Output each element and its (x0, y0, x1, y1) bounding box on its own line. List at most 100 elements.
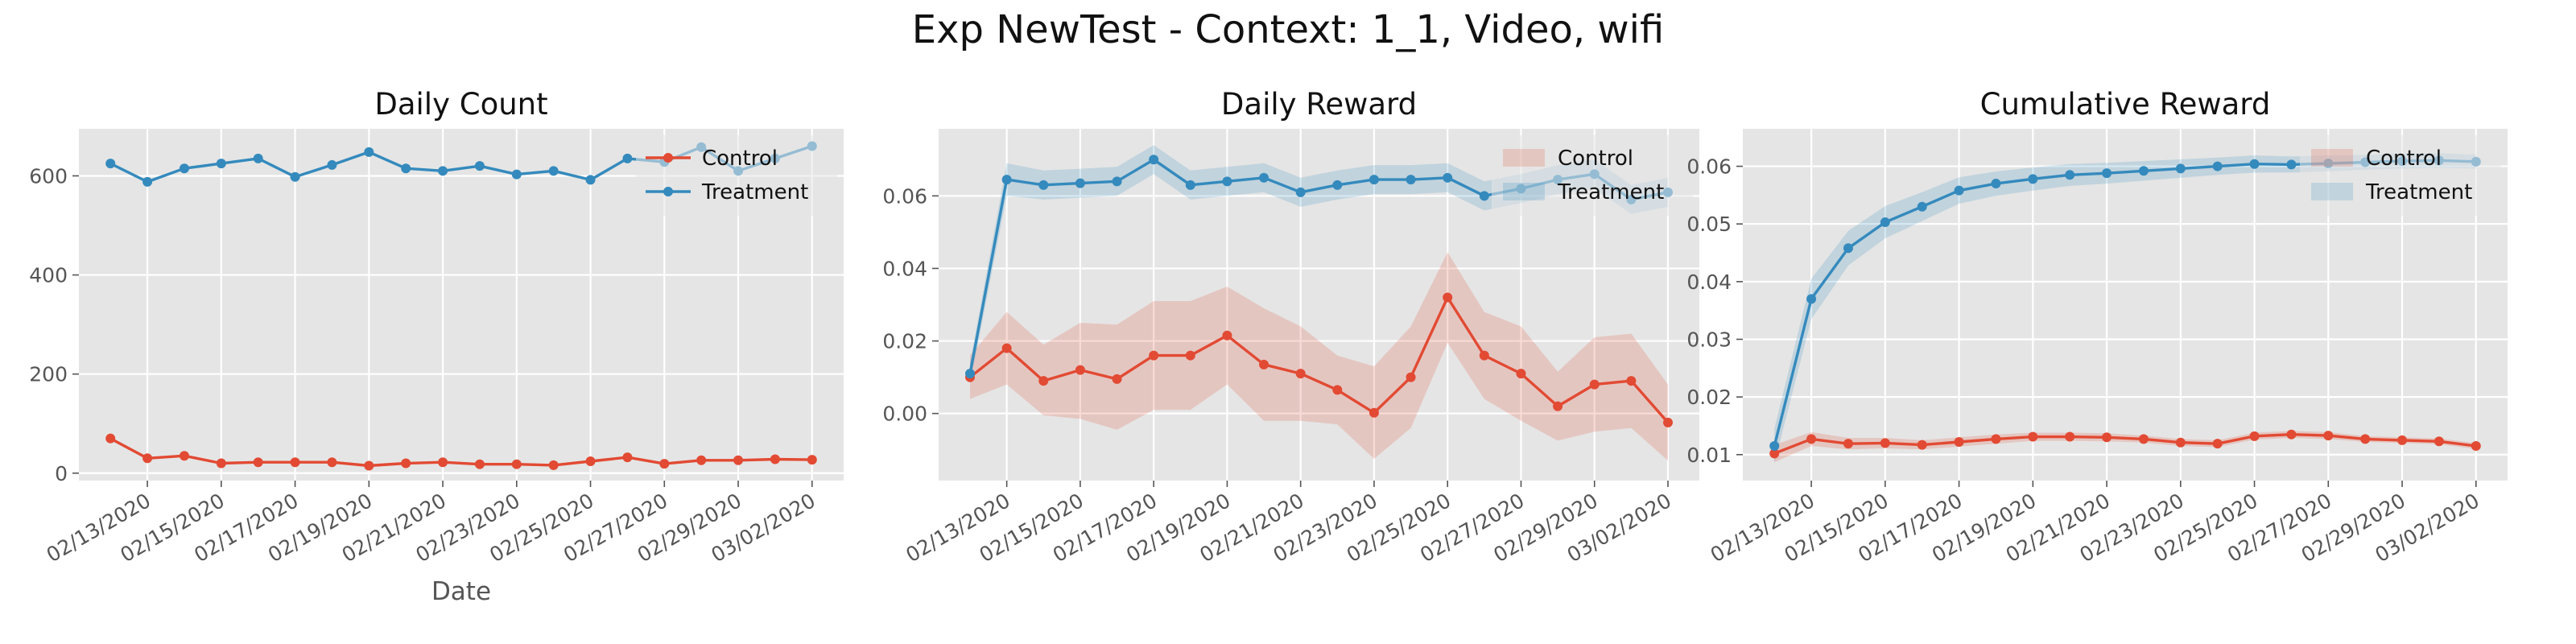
data-point-control (548, 460, 559, 470)
data-point-control (585, 456, 596, 466)
y-tick-label: 0.05 (1686, 213, 1732, 236)
y-tick-label: 0.02 (882, 330, 927, 353)
legend-box (636, 135, 837, 216)
data-point-control (179, 451, 189, 461)
data-point-treatment (1880, 217, 1890, 228)
data-point-treatment (1295, 187, 1306, 197)
data-point-treatment (1112, 176, 1122, 187)
data-point-control (1001, 343, 1012, 353)
chart-panel-1: Daily Count020040060002/13/202002/15/202… (29, 87, 844, 606)
data-point-control (659, 459, 670, 469)
data-point-control (253, 457, 263, 468)
data-point-treatment (1769, 441, 1780, 452)
data-point-treatment (2175, 163, 2186, 174)
legend-swatch-treatment (2311, 183, 2353, 200)
figure-title: Exp NewTest - Context: 1_1, Video, wifi (911, 7, 1665, 52)
data-point-control (1991, 434, 2001, 444)
data-point-treatment (327, 159, 337, 170)
data-point-control (1075, 365, 1085, 375)
data-point-treatment (965, 369, 976, 379)
data-point-control (1038, 376, 1049, 386)
panel-title: Daily Reward (1221, 87, 1417, 122)
y-tick-label: 0.06 (1686, 155, 1732, 179)
data-point-control (622, 452, 633, 463)
data-point-control (474, 459, 485, 469)
y-tick-label: 0.03 (1686, 328, 1732, 351)
data-point-control (770, 454, 780, 464)
legend-label-control: Control (702, 147, 778, 171)
data-point-control (1332, 385, 1343, 395)
chart-panel-3: Cumulative Reward 0.01 0.02 0.03 0.04 0.05 0.0… (1686, 87, 2508, 567)
data-point-treatment (2028, 174, 2038, 184)
data-point-treatment (179, 163, 189, 174)
data-point-control (511, 459, 522, 469)
legend-label-treatment: Treatment (2365, 180, 2472, 204)
data-point-treatment (474, 161, 485, 171)
data-point-treatment (1479, 191, 1489, 201)
data-point-control (142, 453, 153, 464)
data-point-control (327, 457, 337, 468)
data-point-treatment (290, 171, 300, 182)
data-point-control (364, 460, 374, 471)
legend-swatch-control (1503, 149, 1545, 167)
series-line-control (109, 437, 812, 468)
legend-box (2300, 135, 2501, 216)
confidence-band-control (1774, 431, 2476, 463)
legend-swatch-treatment (1503, 183, 1545, 200)
legend-label-treatment: Treatment (701, 180, 808, 204)
y-tick-label: 0.04 (1686, 270, 1732, 294)
data-point-control (1880, 438, 1890, 448)
panel-title: Daily Count (374, 87, 547, 122)
y-tick-label: 200 (29, 363, 68, 386)
data-point-treatment (1332, 180, 1343, 190)
data-point-control (1769, 448, 1780, 459)
data-point-control (401, 458, 411, 469)
data-point-treatment (438, 166, 448, 176)
data-point-control (2212, 439, 2223, 449)
data-point-treatment (1259, 172, 1269, 183)
y-tick-label: 0.00 (882, 402, 927, 426)
legend-marker-treatment (663, 187, 673, 196)
data-point-control (1443, 292, 1453, 303)
data-point-control (438, 457, 448, 468)
legend-label-control: Control (2366, 147, 2442, 171)
data-point-control (2065, 431, 2075, 442)
data-point-control (2249, 431, 2260, 441)
data-point-control (290, 457, 300, 468)
data-point-control (1295, 369, 1306, 379)
data-point-treatment (1149, 155, 1159, 165)
data-point-treatment (2249, 159, 2260, 169)
data-point-treatment (2102, 168, 2112, 179)
data-point-control (1917, 440, 1927, 450)
data-point-control (1516, 369, 1526, 379)
data-point-treatment (1406, 175, 1416, 185)
data-point-control (2102, 432, 2112, 443)
data-point-control (1479, 350, 1489, 361)
data-point-treatment (2138, 166, 2149, 176)
data-point-control (2397, 435, 2408, 445)
data-point-treatment (253, 153, 263, 163)
data-point-treatment (585, 175, 596, 185)
data-point-treatment (105, 159, 116, 169)
data-point-control (2360, 434, 2371, 444)
y-tick-label: 0.02 (1686, 386, 1732, 409)
series-line-control (1773, 433, 2477, 455)
data-point-control (733, 455, 744, 465)
data-point-treatment (622, 153, 633, 163)
legend-swatch-control (2311, 149, 2353, 167)
data-point-treatment (1954, 185, 1964, 196)
data-point-treatment (1443, 172, 1453, 183)
data-point-control (1149, 350, 1159, 361)
data-point-treatment (1038, 180, 1049, 190)
data-point-treatment (1222, 176, 1232, 187)
y-tick-label: 0 (55, 462, 68, 485)
data-point-treatment (1806, 294, 1817, 304)
data-point-treatment (1075, 178, 1085, 188)
data-point-control (2028, 431, 2038, 442)
data-point-control (1112, 374, 1122, 384)
data-point-treatment (142, 176, 153, 187)
data-point-control (1259, 359, 1269, 369)
data-point-control (216, 458, 226, 469)
y-tick-label: 0.04 (882, 257, 927, 280)
